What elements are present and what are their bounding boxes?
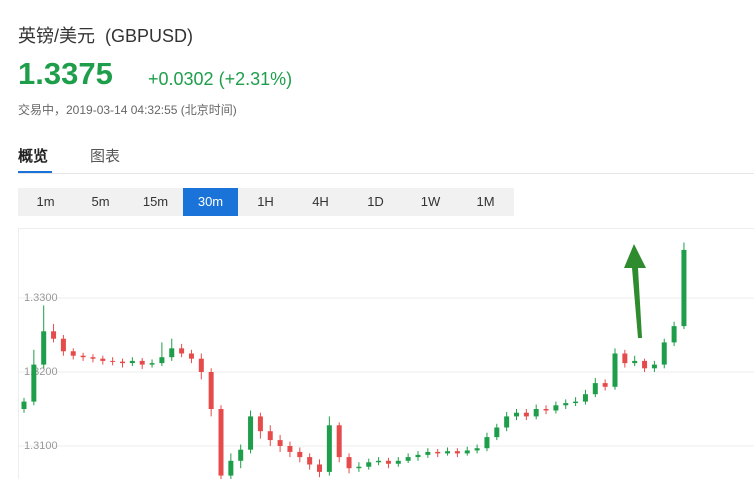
candle-body	[385, 460, 391, 464]
candle-body	[129, 360, 135, 364]
candle-body	[287, 445, 293, 452]
candle-body	[70, 351, 76, 356]
candle-body	[661, 342, 667, 365]
candle-body	[238, 449, 244, 461]
candle-body	[523, 412, 529, 417]
candle-body	[464, 450, 470, 454]
candle-body	[336, 425, 342, 458]
candle-body	[543, 408, 549, 411]
candle-body	[681, 249, 687, 327]
candle-body	[405, 457, 411, 461]
candle-body	[494, 427, 500, 438]
candle-body	[366, 462, 372, 467]
candle-body	[60, 338, 66, 352]
candle-body	[228, 460, 234, 476]
tab[interactable]: 图表	[90, 148, 121, 165]
candle-body	[582, 394, 588, 402]
candle-body	[198, 358, 204, 372]
candle-body	[326, 425, 332, 472]
candle-body	[533, 408, 539, 417]
candle-body	[671, 326, 677, 343]
candle-body	[110, 360, 116, 362]
interval-button[interactable]: 1m	[36, 194, 55, 209]
interval-button[interactable]: 5m	[91, 194, 110, 209]
pair-name: 英镑/美元	[18, 26, 96, 46]
candle-body	[317, 464, 322, 472]
candle-body	[346, 457, 352, 469]
candle-body	[651, 364, 657, 369]
title: 英镑/美元 (GBPUSD)	[18, 22, 193, 48]
candle-body	[356, 466, 362, 469]
candle-body	[415, 454, 421, 458]
candle-body	[257, 416, 263, 432]
candle-body	[267, 431, 273, 441]
candle-body	[51, 331, 57, 339]
interval-button[interactable]: 30m	[183, 188, 238, 216]
interval-button[interactable]: 4H	[312, 194, 329, 209]
candle-body	[218, 408, 224, 476]
candle-body	[602, 383, 608, 387]
y-tick-label: 1.3200	[24, 366, 58, 378]
y-tick-label: 1.3100	[24, 440, 58, 452]
candle-body	[149, 363, 155, 365]
candle-body	[514, 412, 519, 417]
candle-body	[179, 348, 185, 354]
candle-body	[188, 353, 194, 359]
interval-button[interactable]: 1D	[367, 194, 384, 209]
candle-body	[277, 440, 283, 446]
interval-button[interactable]: 1W	[420, 194, 441, 209]
candle-body	[80, 355, 86, 358]
candle-body	[376, 460, 382, 463]
pair-code: (GBPUSD)	[105, 26, 194, 46]
chart-frame	[18, 228, 754, 479]
candle-body	[622, 353, 628, 364]
candle-body	[445, 451, 451, 454]
candle-body	[612, 353, 618, 387]
candle-body	[90, 357, 96, 359]
candle-body	[297, 451, 303, 458]
candle-body	[553, 405, 559, 411]
interval-bar: 1m 5m 15m 30m 1H 4H 1D 1W 1M	[18, 188, 514, 216]
candle-body	[395, 460, 401, 464]
candle-body	[642, 360, 648, 369]
arrow	[624, 244, 646, 338]
candle-body	[21, 401, 27, 409]
candle-body	[100, 358, 106, 361]
candle-body	[592, 383, 598, 395]
change-pct: (+2.31%)	[218, 69, 293, 89]
candle-body	[563, 403, 569, 406]
candle-body	[248, 416, 254, 450]
change-abs: +0.0302	[148, 69, 214, 89]
candle-body	[139, 360, 145, 365]
divider	[18, 173, 754, 174]
candle-body	[307, 457, 313, 465]
candle-body	[159, 357, 165, 364]
price: 1.3375	[18, 56, 113, 91]
candle-body	[41, 331, 47, 365]
candle-body	[484, 437, 490, 449]
candle-body	[632, 360, 638, 364]
candle-body	[474, 448, 480, 451]
candle-body	[169, 348, 175, 358]
status: 交易中，2019-03-14 04:32:55 (北京时间)	[18, 103, 237, 117]
candle-body	[208, 371, 214, 409]
candle-body	[120, 361, 125, 364]
interval-button[interactable]: 1M	[476, 194, 495, 209]
candle-body	[573, 401, 579, 404]
candle-body	[425, 451, 431, 455]
y-tick-label: 1.3300	[24, 292, 58, 304]
candle-body	[435, 451, 441, 454]
candle-body	[454, 451, 460, 454]
interval-button[interactable]: 1H	[257, 194, 274, 209]
interval-button[interactable]: 15m	[142, 194, 169, 209]
tab[interactable]: 概览	[18, 148, 49, 165]
tab-underline	[18, 171, 52, 174]
change: +0.0302 (+2.31%)	[148, 69, 292, 90]
candle-body	[504, 416, 510, 428]
candle-body	[31, 364, 37, 402]
